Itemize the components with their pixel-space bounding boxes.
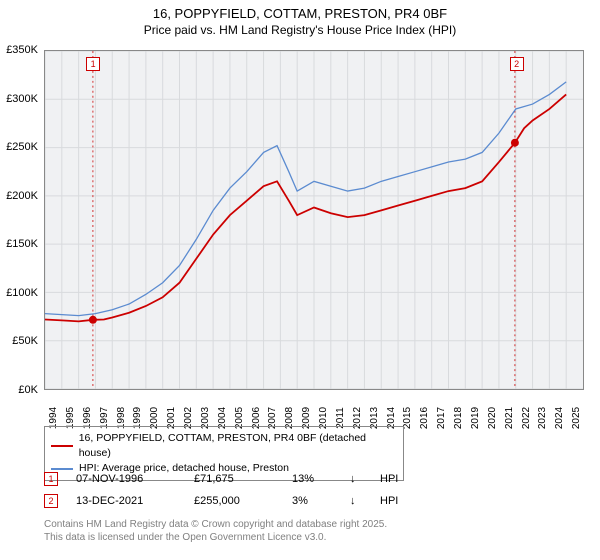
- sale-hpi-label: HPI: [380, 495, 410, 507]
- y-tick-label: £100K: [6, 287, 38, 299]
- sale-hpi-label: HPI: [380, 473, 410, 485]
- x-tick-label: 2019: [470, 407, 481, 429]
- x-tick-label: 2023: [537, 407, 548, 429]
- down-arrow-icon: ↓: [350, 473, 362, 485]
- y-tick-label: £150K: [6, 238, 38, 250]
- title-subtitle: Price paid vs. HM Land Registry's House …: [0, 23, 600, 37]
- x-tick-label: 2016: [419, 407, 430, 429]
- legend-swatch: [51, 445, 73, 447]
- sale-price: £255,000: [194, 495, 274, 507]
- footnote: Contains HM Land Registry data © Crown c…: [44, 518, 584, 544]
- chart-svg: [45, 51, 583, 389]
- title-address: 16, POPPYFIELD, COTTAM, PRESTON, PR4 0BF: [0, 6, 600, 21]
- sale-row: 2 13-DEC-2021 £255,000 3% ↓ HPI: [44, 490, 584, 512]
- x-axis: 1994199519961997199819992000200120022003…: [44, 392, 584, 422]
- x-tick-label: 2018: [453, 407, 464, 429]
- down-arrow-icon: ↓: [350, 495, 362, 507]
- x-tick-label: 2021: [504, 407, 515, 429]
- chart-container: 16, POPPYFIELD, COTTAM, PRESTON, PR4 0BF…: [0, 0, 600, 560]
- sale-price: £71,675: [194, 473, 274, 485]
- sale-marker: 2: [44, 494, 58, 508]
- x-tick-label: 2015: [402, 407, 413, 429]
- title-block: 16, POPPYFIELD, COTTAM, PRESTON, PR4 0BF…: [0, 0, 600, 37]
- sale-row: 1 07-NOV-1996 £71,675 13% ↓ HPI: [44, 468, 584, 490]
- y-tick-label: £200K: [6, 190, 38, 202]
- sale-marker: 1: [44, 472, 58, 486]
- x-tick-label: 2022: [521, 407, 532, 429]
- chart-area: 12: [44, 50, 584, 390]
- y-tick-label: £250K: [6, 141, 38, 153]
- legend-label: 16, POPPYFIELD, COTTAM, PRESTON, PR4 0BF…: [79, 431, 397, 461]
- x-tick-label: 2024: [554, 407, 565, 429]
- y-tick-label: £50K: [12, 335, 38, 347]
- sale-pct: 3%: [292, 495, 332, 507]
- legend-item: 16, POPPYFIELD, COTTAM, PRESTON, PR4 0BF…: [51, 431, 397, 461]
- chart-marker-1: 1: [86, 57, 100, 71]
- y-tick-label: £350K: [6, 44, 38, 56]
- x-tick-label: 2020: [487, 407, 498, 429]
- sale-date: 13-DEC-2021: [76, 495, 176, 507]
- x-tick-label: 2025: [571, 407, 582, 429]
- y-tick-label: £300K: [6, 93, 38, 105]
- footnote-line2: This data is licensed under the Open Gov…: [44, 531, 584, 544]
- sale-pct: 13%: [292, 473, 332, 485]
- chart-marker-2: 2: [510, 57, 524, 71]
- y-tick-label: £0K: [18, 384, 38, 396]
- footnote-line1: Contains HM Land Registry data © Crown c…: [44, 518, 584, 531]
- sales-table: 1 07-NOV-1996 £71,675 13% ↓ HPI 2 13-DEC-2021 £2…: [44, 468, 584, 512]
- sale-date: 07-NOV-1996: [76, 473, 176, 485]
- y-axis: £0K£50K£100K£150K£200K£250K£300K£350K: [0, 50, 42, 390]
- x-tick-label: 2017: [436, 407, 447, 429]
